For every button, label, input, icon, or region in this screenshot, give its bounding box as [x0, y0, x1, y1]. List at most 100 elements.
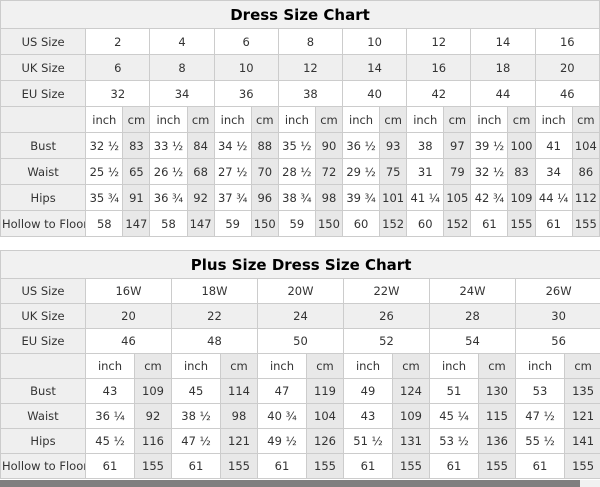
measure-cm-cell: 150 [251, 211, 278, 237]
measure-inch-cell: 27 ½ [214, 159, 251, 185]
measure-inch-cell: 34 ½ [214, 133, 251, 159]
unit-cm-header: cm [479, 354, 516, 379]
unit-inch-header: inch [471, 107, 508, 133]
size-cell: 6 [86, 55, 150, 81]
size-cell: 8 [278, 29, 342, 55]
measure-cm-cell: 97 [444, 133, 471, 159]
measure-cm-cell: 104 [307, 404, 344, 429]
size-cell: 18 [471, 55, 535, 81]
row-label-empty [1, 354, 86, 379]
measure-cm-cell: 109 [135, 379, 172, 404]
row-label: UK Size [1, 55, 86, 81]
measure-cm-cell: 109 [508, 185, 535, 211]
measure-cm-cell: 83 [123, 133, 150, 159]
measure-inch-cell: 34 [535, 159, 572, 185]
measure-cm-cell: 150 [315, 211, 342, 237]
row-label: UK Size [1, 304, 86, 329]
unit-inch-header: inch [86, 107, 123, 133]
size-cell: 46 [86, 329, 172, 354]
measure-cm-cell: 155 [479, 454, 516, 479]
measure-cm-cell: 114 [221, 379, 258, 404]
row-label: US Size [1, 29, 86, 55]
unit-cm-header: cm [565, 354, 600, 379]
measure-inch-cell: 59 [214, 211, 251, 237]
size-cell: 10 [214, 55, 278, 81]
size-cell: 36 [214, 81, 278, 107]
unit-cm-header: cm [251, 107, 278, 133]
size-cell: 10 [343, 29, 407, 55]
row-label: Waist [1, 159, 86, 185]
size-cell: 26W [516, 279, 600, 304]
measure-cm-cell: 105 [444, 185, 471, 211]
measure-inch-cell: 61 [535, 211, 572, 237]
table-title: Plus Size Dress Size Chart [1, 251, 600, 279]
unit-cm-header: cm [187, 107, 214, 133]
size-cell: 30 [516, 304, 600, 329]
measure-cm-cell: 131 [393, 429, 430, 454]
size-cell: 2 [86, 29, 150, 55]
size-cell: 20 [86, 304, 172, 329]
measure-cm-cell: 130 [479, 379, 516, 404]
horizontal-scrollbar[interactable] [0, 480, 600, 487]
size-cell: 34 [150, 81, 214, 107]
row-label: US Size [1, 279, 86, 304]
size-cell: 20 [535, 55, 599, 81]
measure-inch-cell: 36 ¼ [86, 404, 135, 429]
size-cell: 48 [172, 329, 258, 354]
measure-inch-cell: 45 [172, 379, 221, 404]
unit-cm-header: cm [572, 107, 599, 133]
unit-cm-header: cm [221, 354, 258, 379]
measure-inch-cell: 61 [258, 454, 307, 479]
measure-cm-cell: 112 [572, 185, 599, 211]
measure-inch-cell: 49 [344, 379, 393, 404]
measure-inch-cell: 41 [535, 133, 572, 159]
row-label: Hips [1, 185, 86, 211]
size-cell: 22 [172, 304, 258, 329]
unit-cm-header: cm [380, 107, 407, 133]
size-cell: 42 [407, 81, 471, 107]
measure-inch-cell: 51 [430, 379, 479, 404]
size-cell: 24W [430, 279, 516, 304]
unit-inch-header: inch [258, 354, 307, 379]
measure-inch-cell: 61 [471, 211, 508, 237]
measure-cm-cell: 121 [565, 404, 600, 429]
measure-cm-cell: 126 [307, 429, 344, 454]
size-cell: 50 [258, 329, 344, 354]
measure-inch-cell: 41 ¼ [407, 185, 444, 211]
measure-inch-cell: 25 ½ [86, 159, 123, 185]
measure-cm-cell: 155 [135, 454, 172, 479]
size-cell: 12 [407, 29, 471, 55]
unit-inch-header: inch [407, 107, 444, 133]
size-cell: 40 [343, 81, 407, 107]
size-cell: 14 [343, 55, 407, 81]
unit-cm-header: cm [508, 107, 535, 133]
measure-cm-cell: 88 [251, 133, 278, 159]
measure-inch-cell: 40 ¾ [258, 404, 307, 429]
unit-inch-header: inch [86, 354, 135, 379]
measure-inch-cell: 58 [86, 211, 123, 237]
measure-cm-cell: 155 [393, 454, 430, 479]
measure-cm-cell: 147 [123, 211, 150, 237]
measure-inch-cell: 43 [86, 379, 135, 404]
measure-inch-cell: 36 ½ [343, 133, 380, 159]
row-label: Hips [1, 429, 86, 454]
measure-inch-cell: 47 [258, 379, 307, 404]
size-cell: 52 [344, 329, 430, 354]
measure-inch-cell: 39 ½ [471, 133, 508, 159]
horizontal-scrollbar-thumb[interactable] [0, 480, 580, 487]
measure-inch-cell: 31 [407, 159, 444, 185]
measure-inch-cell: 38 [407, 133, 444, 159]
measure-inch-cell: 26 ½ [150, 159, 187, 185]
measure-cm-cell: 92 [187, 185, 214, 211]
measure-cm-cell: 70 [251, 159, 278, 185]
row-label: Bust [1, 133, 86, 159]
size-cell: 6 [214, 29, 278, 55]
row-label: Hollow to Floor [1, 211, 86, 237]
unit-cm-header: cm [135, 354, 172, 379]
measure-inch-cell: 33 ½ [150, 133, 187, 159]
size-cell: 22W [344, 279, 430, 304]
measure-inch-cell: 44 ¼ [535, 185, 572, 211]
measure-cm-cell: 136 [479, 429, 516, 454]
